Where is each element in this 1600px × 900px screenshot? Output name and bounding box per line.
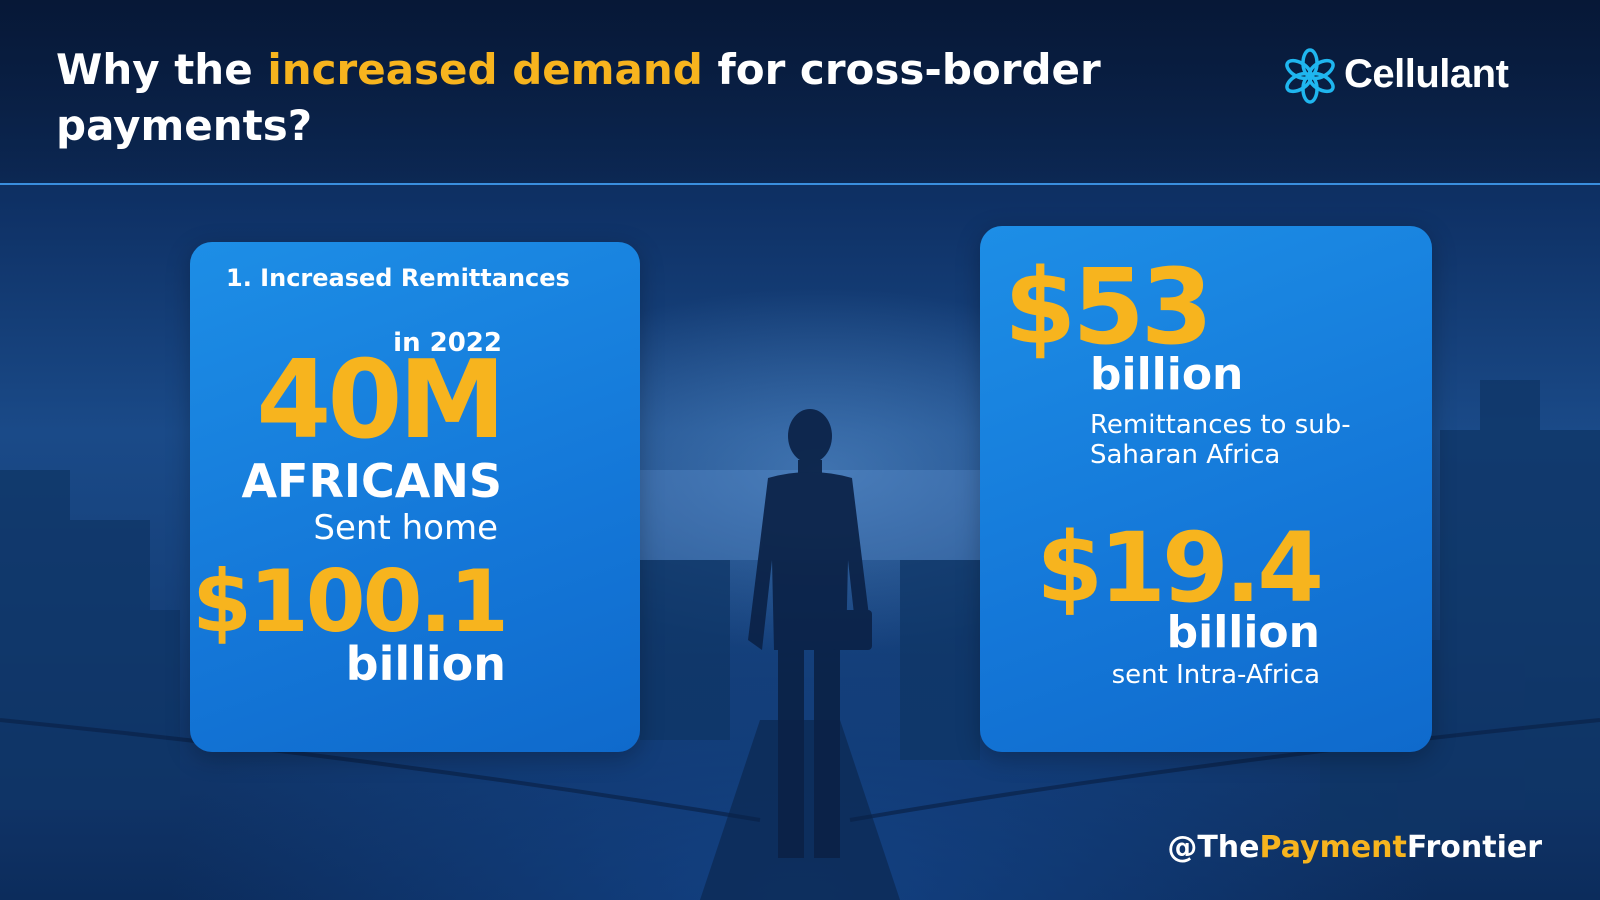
stat-amount: $100.1 [192,552,509,652]
remittances-card-left: 1. Increased Remittances in 2022 40M AFR… [190,242,640,752]
stat-amount-2-unit: billion [1166,607,1320,658]
stat-big-number: 40M [256,338,506,463]
page-title: Why the increased demand for cross-borde… [56,42,1206,154]
stat-subject: AFRICANS [241,454,502,508]
stat-amount-unit: billion [345,637,506,691]
title-highlight: increased demand [267,45,703,94]
cellulant-flower-icon [1285,48,1335,104]
stat-amount-1: $53 [1004,246,1213,368]
year-label: in 2022 [393,328,502,358]
header-divider [0,183,1600,185]
title-part-2: for cross-border payments? [56,45,1101,150]
social-handle: @ThePaymentFrontier [1167,830,1542,865]
stat-amount-2: $19.4 [1036,512,1324,624]
handle-part-2: Frontier [1406,830,1542,865]
card-heading: 1. Increased Remittances [226,264,570,292]
stat-action: Sent home [313,508,498,548]
cellulant-logo: Cellulant [1280,46,1550,106]
logo-text: Cellulant [1344,52,1509,96]
header-band [0,0,1600,183]
handle-part-1: @The [1167,830,1260,865]
remittances-card-right: $53 billion Remittances to sub-Saharan A… [980,226,1432,752]
handle-highlight: Payment [1259,830,1407,865]
stat-amount-1-caption: Remittances to sub-Saharan Africa [1090,410,1351,470]
stat-amount-1-unit: billion [1090,349,1244,400]
title-part-1: Why the [56,45,268,94]
stat-amount-2-caption: sent Intra-Africa [1111,660,1320,690]
